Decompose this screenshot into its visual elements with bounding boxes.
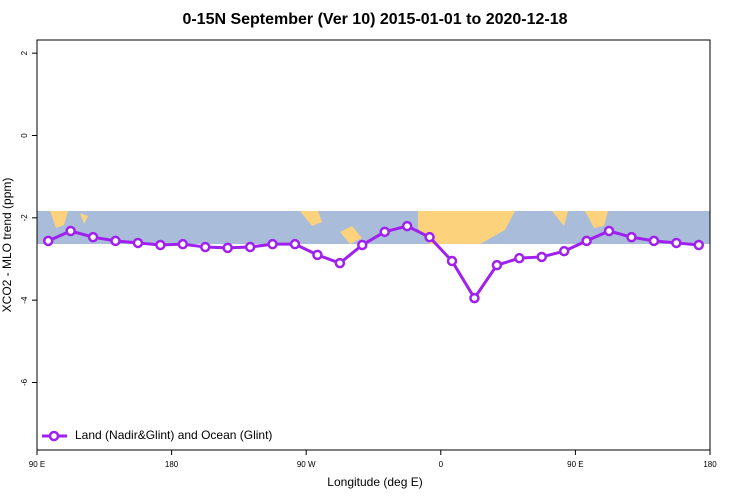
chart-title: 0-15N September (Ver 10) 2015-01-01 to 2… <box>182 11 567 28</box>
x-tick-label: 180 <box>703 460 717 469</box>
plot-frame <box>36 39 711 451</box>
point <box>401 220 413 232</box>
y-tick-label: 0 <box>20 133 29 138</box>
legend-marker <box>48 430 60 442</box>
y-axis-label: XCO2 - MLO trend (ppm) <box>0 178 14 313</box>
x-tick-label: 90 E <box>29 460 45 469</box>
point <box>357 239 368 251</box>
point <box>424 231 435 243</box>
y-tick-label: -4 <box>20 296 29 304</box>
point <box>267 238 278 250</box>
point <box>469 292 480 304</box>
point <box>693 239 705 251</box>
point <box>155 239 166 251</box>
point <box>558 245 570 257</box>
point <box>132 237 144 249</box>
point <box>42 235 54 247</box>
point <box>177 238 189 250</box>
point <box>200 241 211 253</box>
point <box>379 226 390 238</box>
point <box>110 235 121 247</box>
x-tick-label: 0 <box>439 460 444 469</box>
x-axis-label: Longitude (deg E) <box>327 475 422 489</box>
point <box>671 237 682 249</box>
point <box>289 238 301 250</box>
point <box>626 231 637 243</box>
point <box>65 225 76 237</box>
point <box>581 235 592 247</box>
point <box>514 252 525 264</box>
point <box>222 242 233 254</box>
y-tick-label: -2 <box>20 214 29 222</box>
x-tick-label: 180 <box>165 460 179 469</box>
point <box>312 249 323 261</box>
y-tick-label: 2 <box>20 50 29 55</box>
legend-label: Land (Nadir&Glint) and Ocean (Glint) <box>75 428 272 442</box>
point <box>87 231 99 243</box>
y-tick-label: -6 <box>20 378 29 386</box>
point <box>446 255 458 267</box>
point <box>536 251 547 263</box>
x-tick-label: 90 W <box>297 460 316 469</box>
point <box>491 259 503 271</box>
point <box>603 225 615 237</box>
x-tick-label: 90 E <box>567 460 583 469</box>
point <box>648 235 660 247</box>
point <box>334 257 346 269</box>
point <box>244 241 256 253</box>
